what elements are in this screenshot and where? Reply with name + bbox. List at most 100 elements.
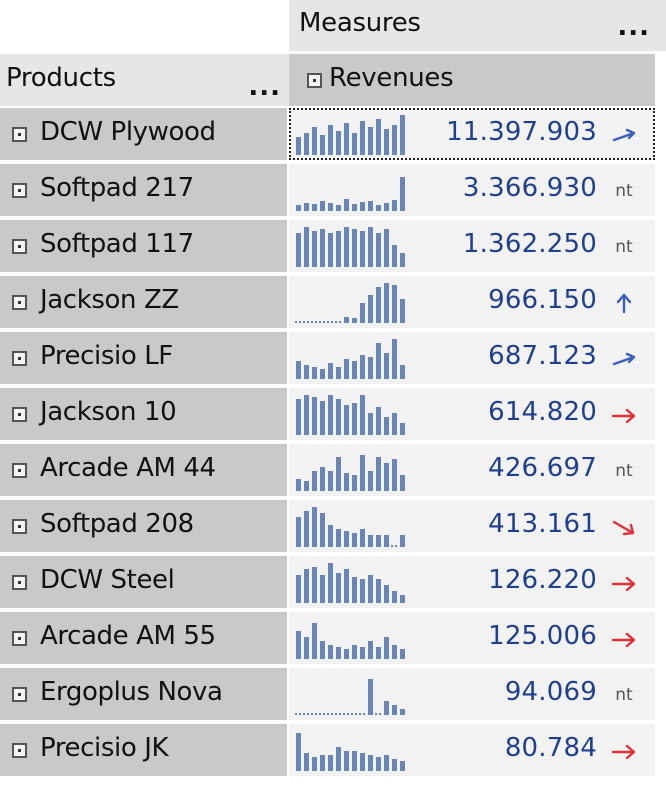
sparkline-bar <box>400 115 405 155</box>
product-member-cell[interactable]: DCW Steel <box>0 556 287 608</box>
table-row: Arcade AM 55 125.006 <box>0 612 666 666</box>
revenue-cell[interactable]: 80.784 <box>289 724 655 776</box>
expand-toggle-icon[interactable] <box>12 687 27 702</box>
table-row: DCW Plywood 11.397.903 <box>0 108 666 162</box>
sparkline-bar <box>328 645 333 659</box>
revenue-value: 3.366.930 <box>462 173 597 203</box>
trend-label: nt <box>615 461 633 481</box>
sparkline-bar <box>376 535 381 547</box>
expand-toggle-icon[interactable] <box>12 183 27 198</box>
expand-toggle-icon[interactable] <box>12 407 27 422</box>
expand-toggle-icon[interactable] <box>12 239 27 254</box>
sparkline-chart <box>296 623 405 659</box>
product-member-cell[interactable]: DCW Plywood <box>0 108 287 160</box>
sparkline-bar <box>304 511 309 547</box>
revenue-value: 80.784 <box>504 733 597 763</box>
sparkline-bar <box>312 507 317 547</box>
trend-arrow-icon <box>603 628 645 652</box>
products-header[interactable]: Products ... <box>0 54 289 106</box>
product-member-cell[interactable]: Ergoplus Nova <box>0 668 287 720</box>
sparkline-bar <box>328 395 333 435</box>
revenue-value: 413.161 <box>488 509 597 539</box>
expand-toggle-icon[interactable] <box>12 519 27 534</box>
table-row: Ergoplus Nova 94.069 nt <box>0 668 666 722</box>
product-name: DCW Steel <box>40 565 175 595</box>
product-member-cell[interactable]: Softpad 117 <box>0 220 287 272</box>
sparkline-bar <box>368 575 373 603</box>
sparkline-bar <box>312 397 317 435</box>
table-row: Precisio LF 687.123 <box>0 332 666 386</box>
table-row: Arcade AM 44 426.697 nt <box>0 444 666 498</box>
expand-toggle-icon[interactable] <box>12 463 27 478</box>
product-member-cell[interactable]: Arcade AM 44 <box>0 444 287 496</box>
revenue-cell[interactable]: 126.220 <box>289 556 655 608</box>
product-member-cell[interactable]: Precisio LF <box>0 332 287 384</box>
sparkline-bar <box>296 233 301 267</box>
sparkline-bar <box>336 529 341 547</box>
expand-toggle-icon[interactable] <box>12 295 27 310</box>
revenue-cell[interactable]: 3.366.930 nt <box>289 164 655 216</box>
revenue-cell[interactable]: 426.697 nt <box>289 444 655 496</box>
table-row: Softpad 117 1.362.250 nt <box>0 220 666 274</box>
measures-menu-button[interactable]: ... <box>617 12 650 42</box>
sparkline-bar <box>392 285 397 323</box>
revenue-cell[interactable]: 1.362.250 nt <box>289 220 655 272</box>
expand-toggle-icon[interactable] <box>12 631 27 646</box>
trend-indicator: nt <box>603 684 645 708</box>
product-name: Jackson ZZ <box>40 285 179 315</box>
sparkline-bar <box>336 399 341 435</box>
product-member-cell[interactable]: Precisio JK <box>0 724 287 776</box>
sparkline-bar <box>400 253 405 267</box>
expand-toggle-icon[interactable] <box>12 127 27 142</box>
sparkline-bar <box>336 747 341 771</box>
expand-toggle-icon[interactable] <box>307 73 322 88</box>
product-member-cell[interactable]: Jackson ZZ <box>0 276 287 328</box>
sparkline-bar <box>296 399 301 435</box>
sparkline-bar <box>296 479 301 491</box>
products-menu-button[interactable]: ... <box>248 72 281 102</box>
trend-arrow-icon <box>603 516 645 540</box>
product-member-cell[interactable]: Arcade AM 55 <box>0 612 287 664</box>
revenue-value: 125.006 <box>488 621 597 651</box>
product-name: DCW Plywood <box>40 117 216 147</box>
revenue-cell[interactable]: 413.161 <box>289 500 655 552</box>
sparkline-bar <box>384 463 389 491</box>
sparkline-bar <box>328 471 333 491</box>
revenue-value: 614.820 <box>488 397 597 427</box>
sparkline-bar <box>400 595 405 603</box>
revenue-cell[interactable]: 94.069 nt <box>289 668 655 720</box>
sparkline-bar <box>304 365 309 379</box>
sparkline-bar <box>392 645 397 659</box>
sparkline-bar <box>328 563 333 603</box>
sparkline-bar <box>368 227 373 267</box>
sparkline-bar <box>312 231 317 267</box>
sparkline-bar <box>320 641 325 659</box>
product-member-cell[interactable]: Jackson 10 <box>0 388 287 440</box>
revenue-cell[interactable]: 614.820 <box>289 388 655 440</box>
expand-toggle-icon[interactable] <box>12 575 27 590</box>
sparkline-bar <box>352 133 357 155</box>
sparkline-bar <box>320 401 325 435</box>
revenue-cell[interactable]: 11.397.903 <box>289 108 655 160</box>
sparkline-bar <box>320 513 325 547</box>
sparkline-bar <box>368 471 373 491</box>
sparkline-bar <box>336 457 341 491</box>
revenues-header[interactable]: Revenues <box>289 54 655 106</box>
product-member-cell[interactable]: Softpad 208 <box>0 500 287 552</box>
measures-header[interactable]: Measures ... <box>289 0 666 52</box>
expand-toggle-icon[interactable] <box>12 351 27 366</box>
sparkline-bar <box>392 245 397 267</box>
sparkline-bar <box>336 647 341 659</box>
revenue-cell[interactable]: 687.123 <box>289 332 655 384</box>
product-member-cell[interactable]: Softpad 217 <box>0 164 287 216</box>
revenue-cell[interactable]: 125.006 <box>289 612 655 664</box>
sparkline-bar <box>320 135 325 155</box>
expand-toggle-icon[interactable] <box>12 743 27 758</box>
trend-arrow-icon <box>603 348 645 372</box>
revenue-cell[interactable]: 966.150 <box>289 276 655 328</box>
sparkline-bar <box>368 755 373 771</box>
revenues-label: Revenues <box>329 63 454 93</box>
sparkline-bar <box>352 361 357 379</box>
sparkline-bar <box>328 203 333 211</box>
